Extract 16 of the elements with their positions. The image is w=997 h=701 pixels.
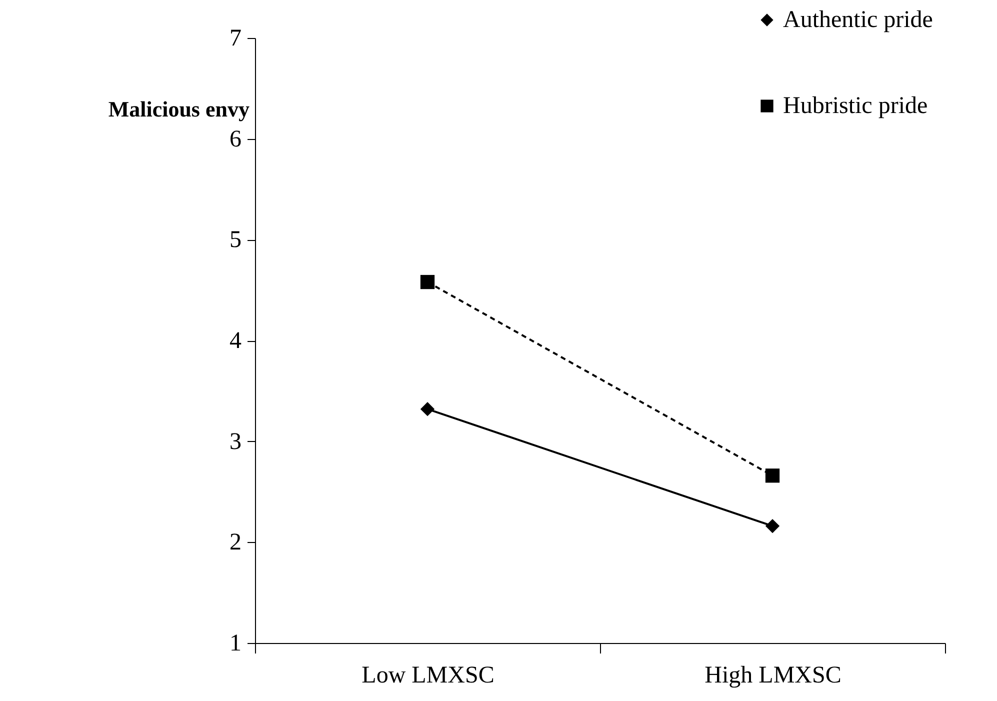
x-tick-label: Low LMXSC [362,662,494,688]
point [765,468,780,483]
y-tick-label: 3 [230,428,242,455]
y-tick-label: 5 [230,227,242,254]
y-tick-label: 2 [230,530,242,556]
point [420,402,435,416]
legend-label: Authentic pride [783,7,933,33]
y-tick-label: 7 [230,26,242,52]
y-tick-label: 4 [230,328,242,354]
point [420,274,435,290]
y-axis-title: Malicious envy [108,96,250,122]
x-tick-label: High LMXSC [704,662,842,688]
y-tick-label: 1 [230,630,242,656]
legend-label: Hubristic pride [783,93,928,119]
point [765,518,780,534]
y-tick-label: 6 [230,126,242,152]
